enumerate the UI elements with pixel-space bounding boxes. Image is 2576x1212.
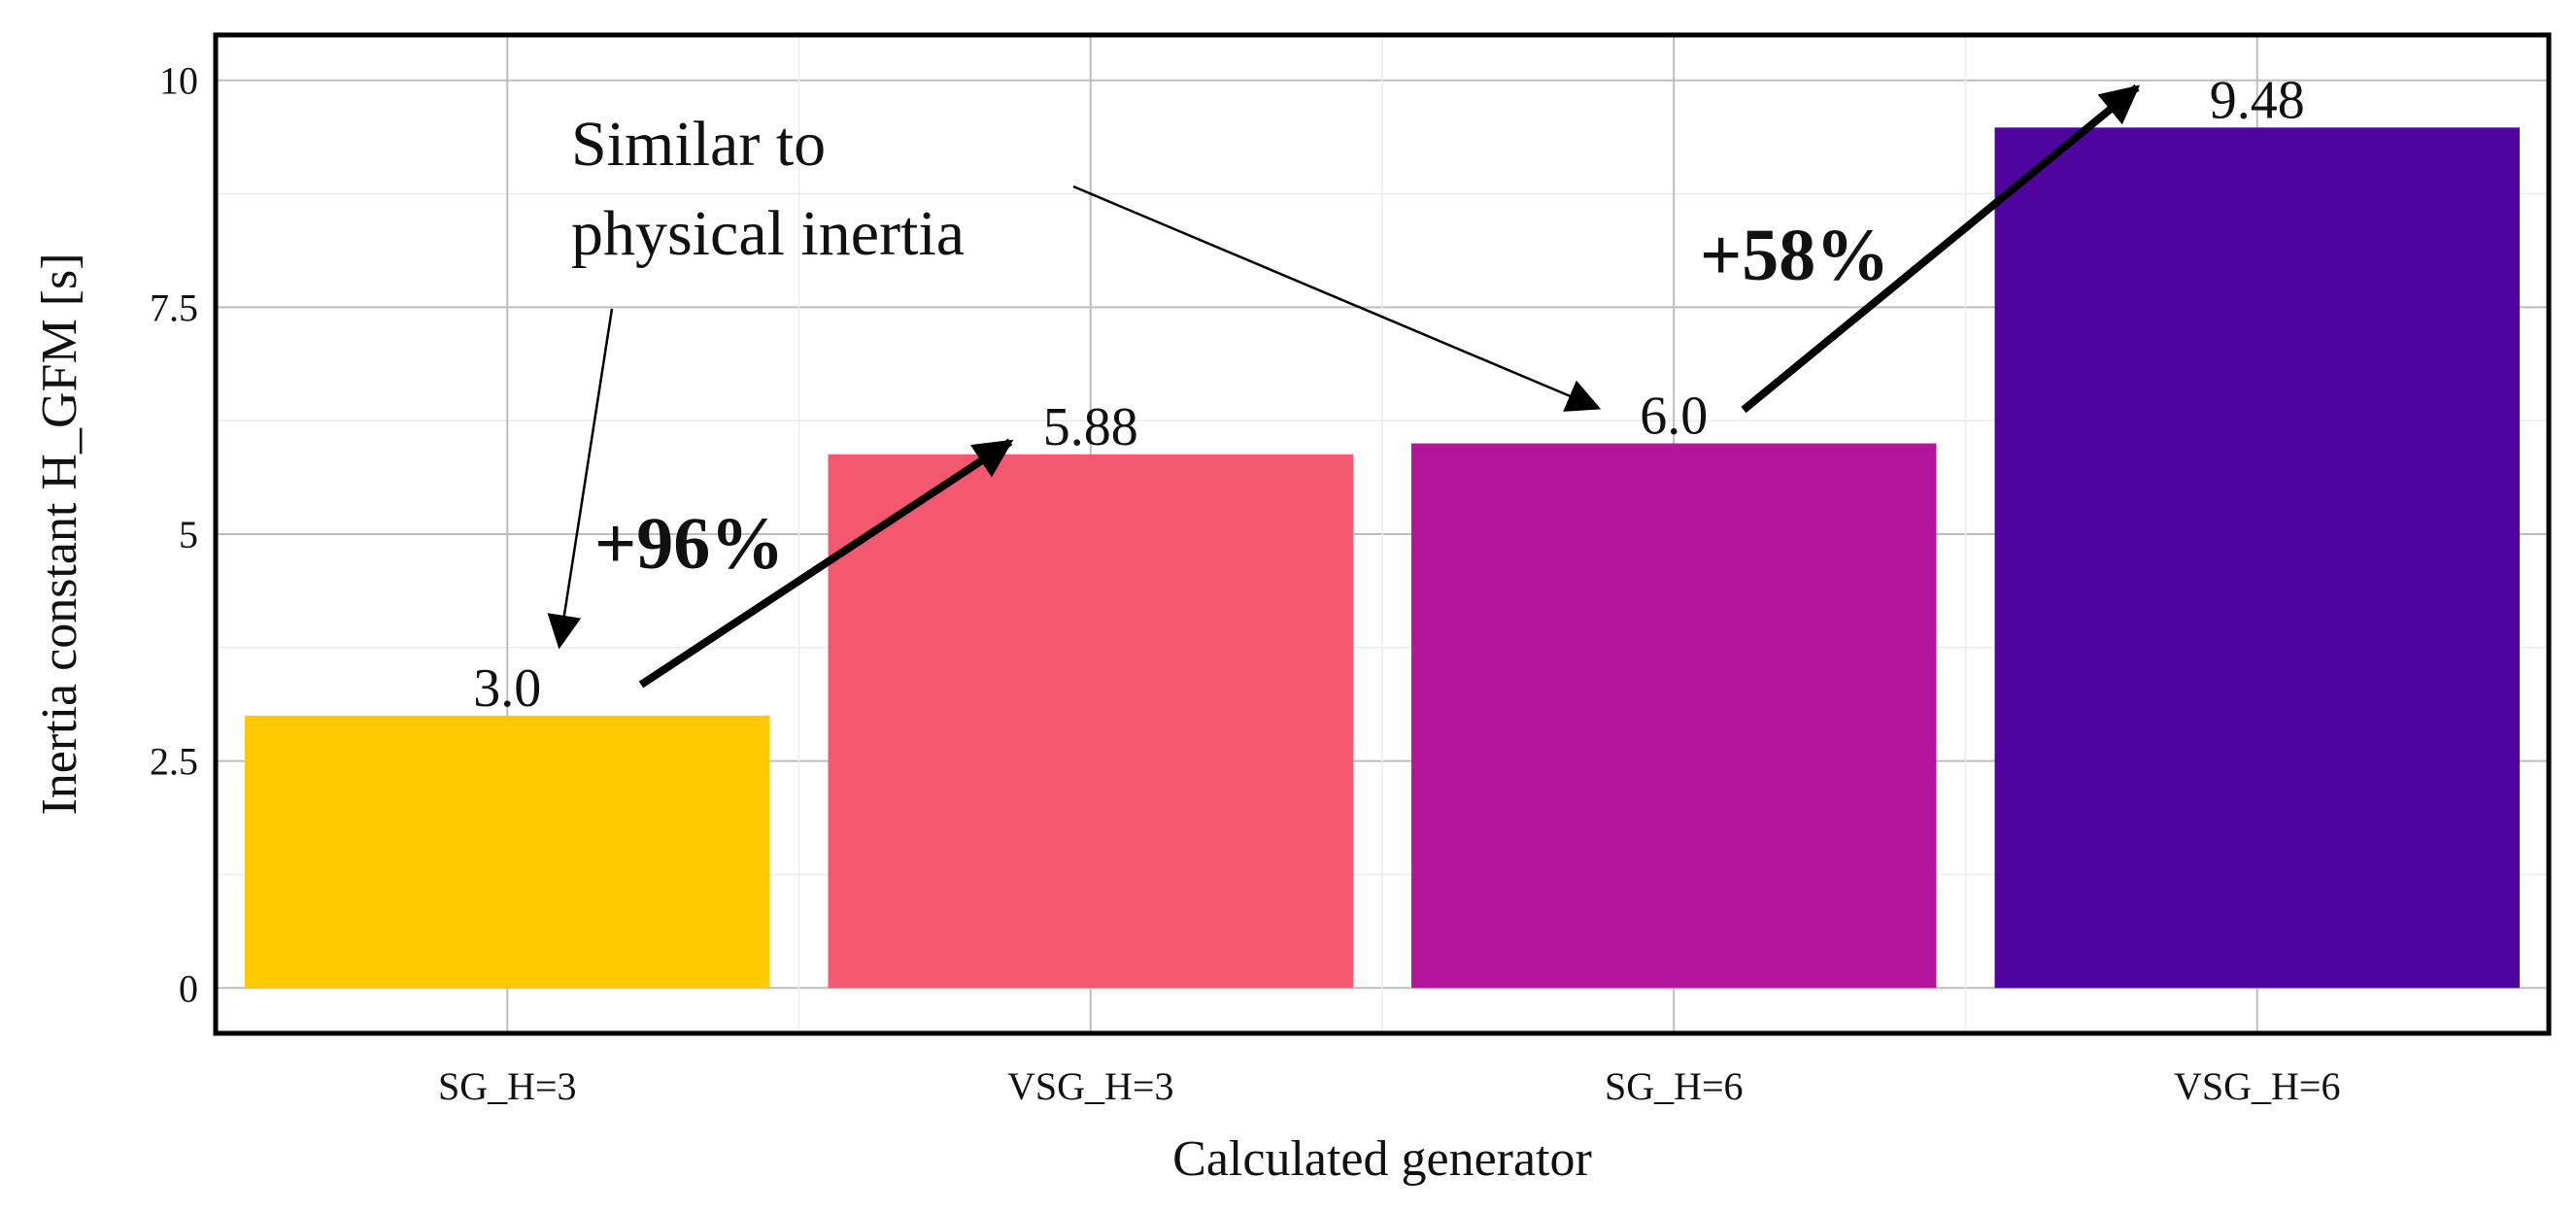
plot-frame — [213, 32, 2552, 1036]
value-labels: 3.0 5.88 6.0 9.48 — [473, 70, 2305, 719]
bar-sg-h-3 — [245, 715, 770, 989]
y-tick-label: 5 — [179, 513, 198, 556]
y-tick-label: 0 — [179, 966, 198, 1010]
bar-value-label: 6.0 — [1640, 387, 1708, 447]
bar-value-label: 9.48 — [2210, 70, 2305, 130]
bar-value-label: 5.88 — [1043, 397, 1138, 457]
bar-sg-h-6 — [1411, 443, 1937, 989]
bar-vsg-h-6 — [1994, 127, 2520, 989]
x-axis-title: Calculated generator — [1172, 1131, 1592, 1187]
pointer-arrow-to-sg-h3 — [547, 308, 614, 650]
bar-value-label: 3.0 — [473, 658, 541, 719]
pointer-arrow-to-sg-h6 — [1072, 185, 1602, 412]
annotation-similar-line1: Similar to — [571, 109, 826, 180]
increase-arrow-1 — [638, 438, 1014, 689]
y-tick-label: 10 — [159, 59, 198, 103]
y-tick-label: 7.5 — [150, 286, 198, 329]
x-tick-label: VSG_H=6 — [2174, 1064, 2340, 1108]
x-tick-label: SG_H=6 — [1605, 1064, 1744, 1108]
x-tick-labels: SG_H=3 VSG_H=3 SG_H=6 VSG_H=6 — [438, 1064, 2341, 1108]
bar-vsg-h-3 — [828, 454, 1353, 989]
annotation-similar-line2: physical inertia — [571, 198, 965, 269]
x-tick-label: SG_H=3 — [438, 1064, 577, 1108]
annotation-increase-2: +58% — [1700, 215, 1889, 296]
y-tick-labels: 0 2.5 5 7.5 10 — [150, 59, 198, 1011]
y-axis-title: Inertia constant H_GFM [s] — [32, 252, 87, 815]
annotation-increase-1: +96% — [594, 503, 784, 585]
x-tick-label: VSG_H=3 — [1007, 1064, 1173, 1108]
increase-arrow-2 — [1741, 84, 2141, 414]
bars — [245, 127, 2520, 989]
y-tick-label: 2.5 — [150, 740, 198, 784]
